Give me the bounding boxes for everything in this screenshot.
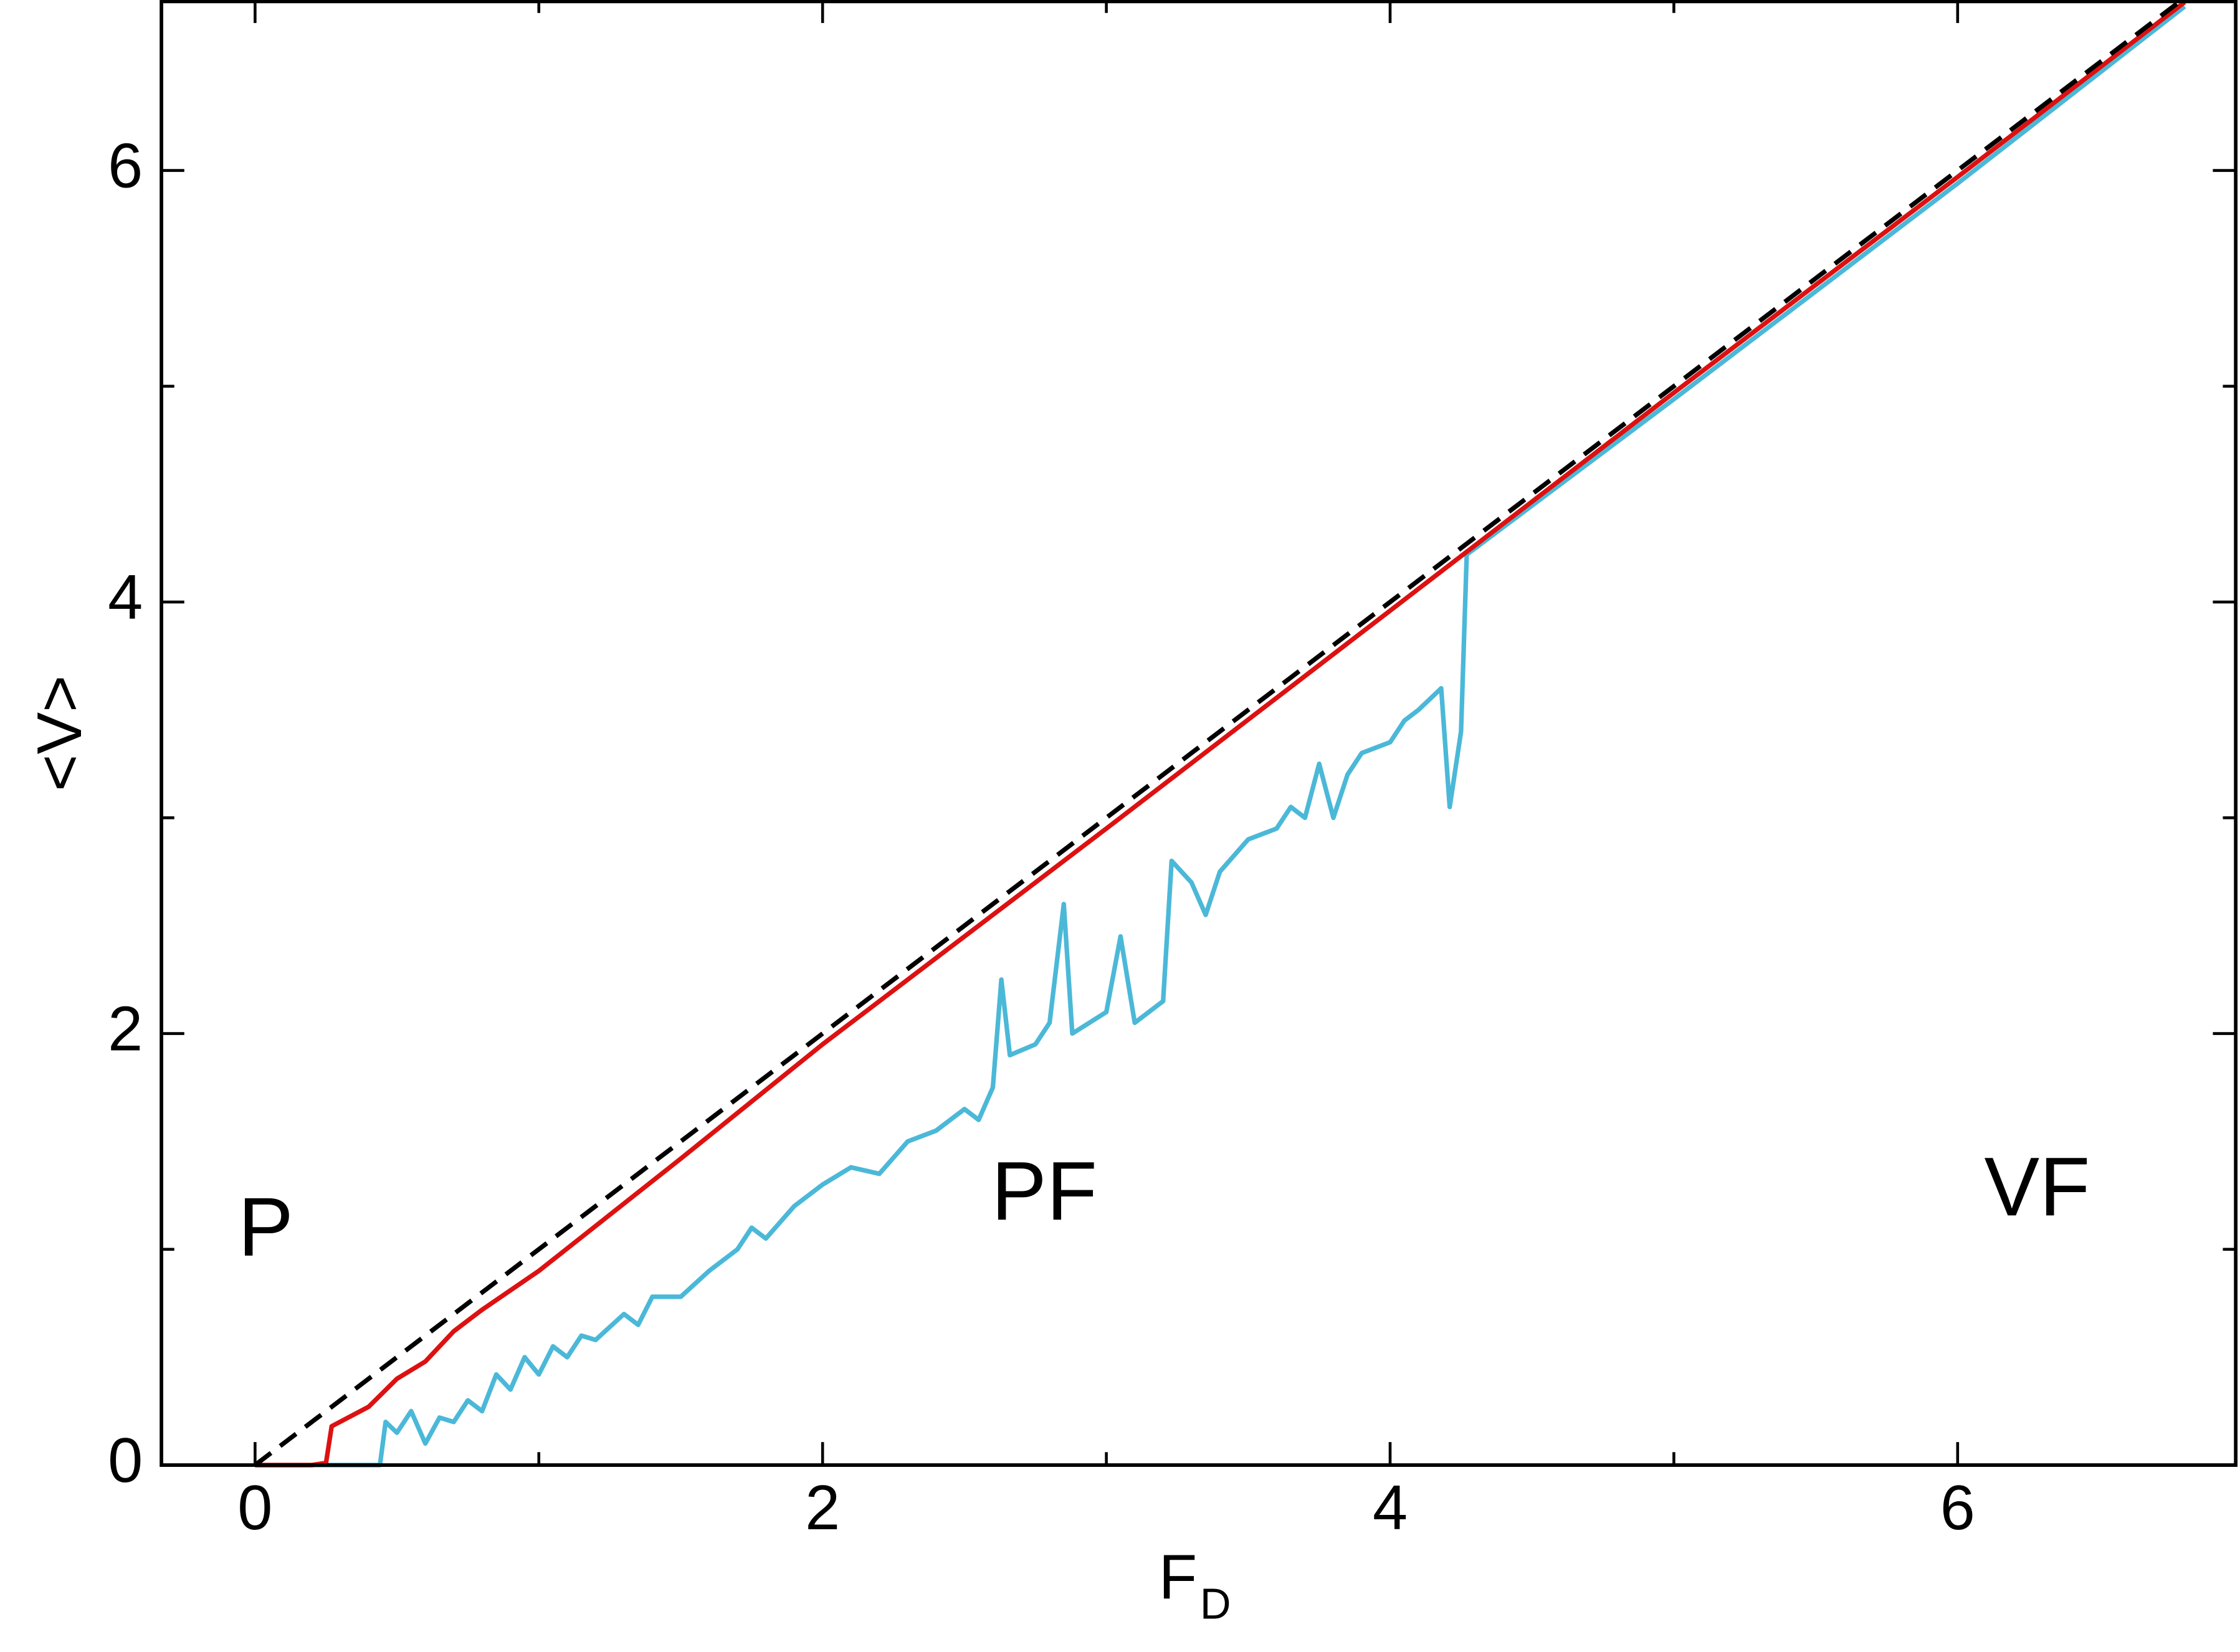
y-tick-label: 4 xyxy=(108,562,143,633)
annotation: P xyxy=(238,1181,293,1274)
y-tick-label: 6 xyxy=(108,130,143,201)
data-line xyxy=(255,4,2186,1468)
x-tick-label: 2 xyxy=(805,1473,840,1543)
y-axis-label: <V> xyxy=(24,676,95,791)
data-line xyxy=(254,0,2183,1468)
x-axis-label-subscript: D xyxy=(1200,1580,1231,1628)
y-tick-label: 2 xyxy=(108,993,143,1064)
data-line xyxy=(255,0,2186,1468)
x-tick-label: 0 xyxy=(237,1473,272,1543)
x-tick-label: 6 xyxy=(1940,1473,1975,1543)
x-axis-label: F xyxy=(1159,1541,1198,1611)
plot-frame xyxy=(160,0,2238,1467)
annotation: PF xyxy=(991,1145,1097,1238)
x-tick-label: 4 xyxy=(1373,1473,1408,1543)
y-tick-label: 0 xyxy=(108,1425,143,1496)
annotation: VF xyxy=(1984,1140,2090,1233)
